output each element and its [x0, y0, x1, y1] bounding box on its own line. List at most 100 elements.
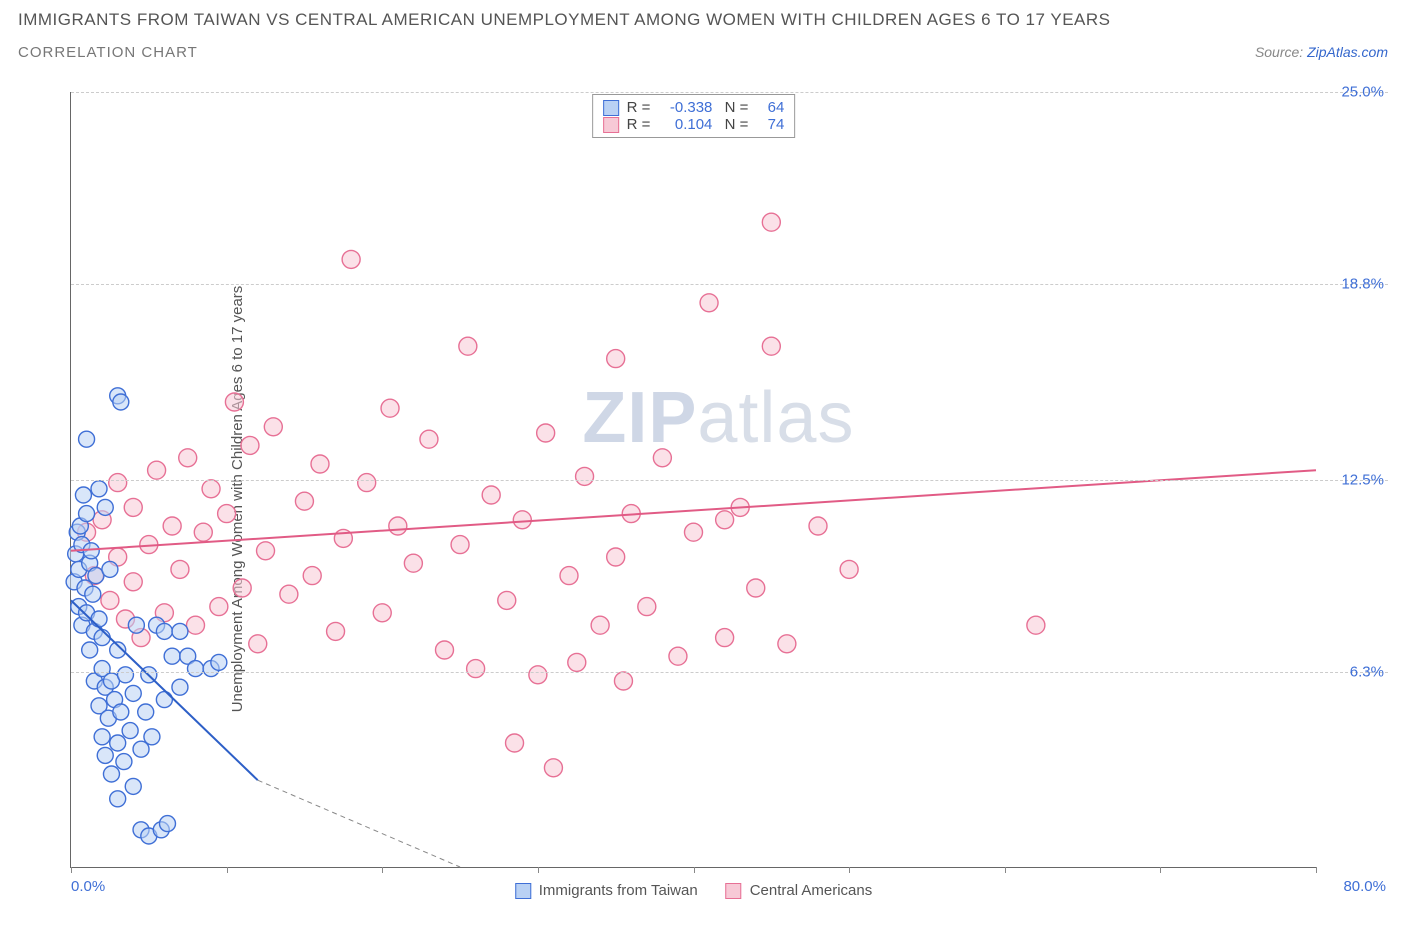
y-tick-label: 12.5% [1324, 471, 1384, 488]
scatter-point [138, 704, 154, 720]
legend-series-1: Immigrants from Taiwan [515, 882, 698, 899]
scatter-point [210, 598, 228, 616]
chart-header: IMMIGRANTS FROM TAIWAN VS CENTRAL AMERIC… [0, 0, 1406, 61]
scatter-point [257, 542, 275, 560]
scatter-point [576, 467, 594, 485]
scatter-point [1027, 616, 1045, 634]
scatter-point [218, 505, 236, 523]
scatter-point [389, 517, 407, 535]
trend-line-extrapolated [258, 780, 460, 867]
scatter-point [110, 735, 126, 751]
scatter-point [700, 294, 718, 312]
legend-n-value-1: 64 [756, 99, 784, 116]
scatter-point [125, 685, 141, 701]
scatter-point [91, 611, 107, 627]
scatter-point [113, 394, 129, 410]
chart-subtitle: CORRELATION CHART [18, 44, 198, 61]
scatter-point [101, 591, 119, 609]
scatter-point [103, 766, 119, 782]
scatter-point [97, 747, 113, 763]
legend-swatch-series-1 [515, 883, 531, 899]
chart-container: Unemployment Among Women with Children A… [18, 86, 1388, 912]
plot-area: ZIPatlas R = -0.338 N = 64 R = 0.104 N =… [70, 92, 1316, 868]
scatter-point [280, 585, 298, 603]
scatter-point [172, 679, 188, 695]
legend-label-2: Central Americans [750, 882, 873, 899]
scatter-point [544, 759, 562, 777]
scatter-point [211, 654, 227, 670]
scatter-point [124, 573, 142, 591]
scatter-point [747, 579, 765, 597]
legend-label-1: Immigrants from Taiwan [539, 882, 698, 899]
scatter-point [482, 486, 500, 504]
scatter-point [373, 604, 391, 622]
scatter-point [116, 754, 132, 770]
scatter-point [125, 778, 141, 794]
legend-row-1: R = -0.338 N = 64 [603, 99, 785, 116]
scatter-point [156, 692, 172, 708]
y-tick-label: 25.0% [1324, 84, 1384, 101]
subtitle-row: CORRELATION CHART Source: ZipAtlas.com [18, 44, 1388, 61]
scatter-point [404, 554, 422, 572]
scatter-point [75, 487, 91, 503]
scatter-point [109, 474, 127, 492]
scatter-point [537, 424, 555, 442]
scatter-point [128, 617, 144, 633]
scatter-point [607, 548, 625, 566]
scatter-point [156, 623, 172, 639]
scatter-point [187, 616, 205, 634]
legend-swatch-series-2 [726, 883, 742, 899]
y-tick-label: 6.3% [1324, 663, 1384, 680]
scatter-point [159, 816, 175, 832]
scatter-point [82, 642, 98, 658]
chart-title: IMMIGRANTS FROM TAIWAN VS CENTRAL AMERIC… [18, 10, 1388, 30]
scatter-point [164, 648, 180, 664]
source-link[interactable]: ZipAtlas.com [1307, 44, 1388, 60]
x-tick [849, 867, 850, 873]
scatter-point [506, 734, 524, 752]
gridline-h [71, 480, 1388, 481]
legend-r-value-2: 0.104 [658, 116, 712, 133]
scatter-point [669, 647, 687, 665]
scatter-point [188, 661, 204, 677]
gridline-h [71, 672, 1388, 673]
legend-series: Immigrants from Taiwan Central Americans [515, 882, 873, 899]
scatter-point [79, 506, 95, 522]
scatter-point [762, 337, 780, 355]
scatter-point [122, 723, 138, 739]
scatter-point [110, 791, 126, 807]
legend-r-label: R = [627, 99, 651, 116]
x-tick [1160, 867, 1161, 873]
legend-swatch-1 [603, 100, 619, 116]
scatter-point [94, 729, 110, 745]
source-attribution: Source: ZipAtlas.com [1255, 44, 1388, 60]
scatter-point [202, 480, 220, 498]
scatter-point [179, 449, 197, 467]
x-tick [71, 867, 72, 873]
scatter-point [241, 436, 259, 454]
y-tick-label: 18.8% [1324, 276, 1384, 293]
legend-row-2: R = 0.104 N = 74 [603, 116, 785, 133]
scatter-point [85, 586, 101, 602]
x-tick [382, 867, 383, 873]
scatter-point [420, 430, 438, 448]
legend-n-label: N = [720, 116, 748, 133]
scatter-point [513, 511, 531, 529]
legend-swatch-2 [603, 117, 619, 133]
scatter-point [249, 635, 267, 653]
scatter-point [311, 455, 329, 473]
scatter-point [436, 641, 454, 659]
scatter-point [716, 511, 734, 529]
scatter-point [303, 567, 321, 585]
x-tick [1316, 867, 1317, 873]
gridline-h [71, 284, 1388, 285]
scatter-point [840, 560, 858, 578]
scatter-point [809, 517, 827, 535]
scatter-point [97, 499, 113, 515]
scatter-point [607, 350, 625, 368]
scatter-point [342, 250, 360, 268]
scatter-point [144, 729, 160, 745]
scatter-point [560, 567, 578, 585]
scatter-point [94, 630, 110, 646]
legend-series-2: Central Americans [726, 882, 873, 899]
